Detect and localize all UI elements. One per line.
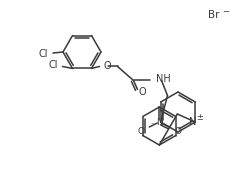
Text: Cl: Cl [38,49,48,59]
Text: O: O [174,127,181,135]
Text: ⁻: ⁻ [150,122,154,128]
Text: N: N [189,117,196,127]
Text: O: O [137,127,144,135]
Text: NH: NH [156,74,170,85]
Text: ±: ± [196,112,203,122]
Text: O: O [138,88,146,97]
Text: Br: Br [208,10,220,20]
Text: O: O [103,61,111,71]
Text: N: N [156,117,163,127]
Text: Cl: Cl [48,60,58,70]
Text: −: − [222,8,229,16]
